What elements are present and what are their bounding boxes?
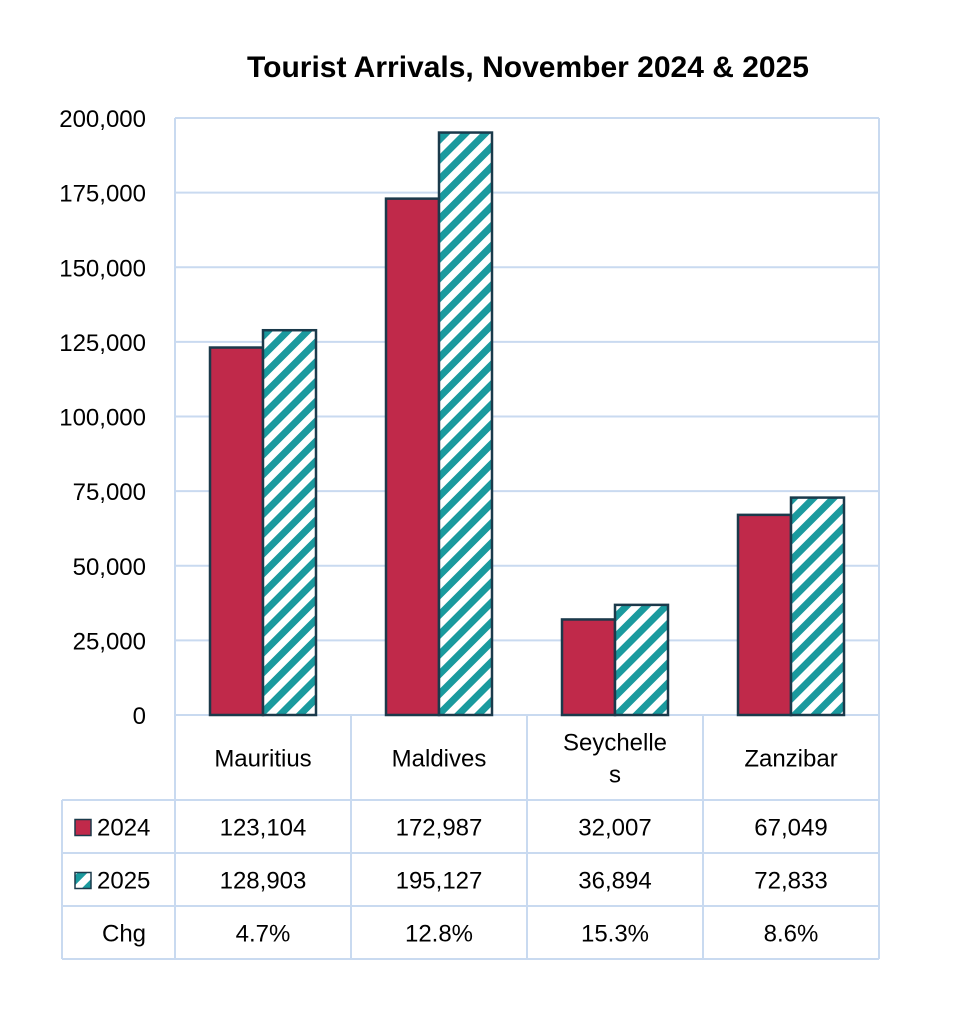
bar-2024-maldives	[384, 197, 441, 717]
category-label: Maldives	[392, 746, 487, 773]
table-cell: 15.3%	[581, 921, 649, 948]
legend-key-2024	[74, 818, 92, 837]
table-cell: 67,049	[754, 815, 827, 842]
y-tick-label: 100,000	[59, 405, 146, 432]
table-cell: 4.7%	[236, 921, 291, 948]
table-cell: 172,987	[396, 815, 483, 842]
table-cell: 12.8%	[405, 921, 473, 948]
bar-2025-maldives	[437, 131, 494, 717]
bar-2025-seychelles	[613, 603, 670, 717]
bar-2024-seychelles	[560, 618, 617, 717]
category-label: Zanzibar	[744, 746, 837, 773]
y-axis-ticks: 0 25,000 50,000 75,000 100,000 125,000 150,000…	[59, 106, 146, 730]
data-table: Mauritius Maldives Seychelle s Zanzibar 2024 1…	[61, 715, 880, 960]
table-cell: 32,007	[578, 815, 651, 842]
bars	[208, 131, 846, 717]
bar-2024-mauritius	[208, 346, 265, 717]
category-label: Mauritius	[214, 746, 311, 773]
row-label-chg: Chg	[102, 921, 146, 948]
y-tick-label: 175,000	[59, 181, 146, 208]
table-cell: 8.6%	[764, 921, 819, 948]
legend-key-2025	[74, 871, 92, 890]
y-tick-label: 125,000	[59, 330, 146, 357]
y-tick-label: 25,000	[73, 628, 146, 655]
table-cell: 195,127	[396, 868, 483, 895]
y-tick-label: 150,000	[59, 255, 146, 282]
y-tick-label: 75,000	[73, 479, 146, 506]
legend-label-2024: 2024	[97, 815, 150, 842]
chart-title: Tourist Arrivals, November 2024 & 2025	[247, 51, 809, 84]
bar-2025-zanzibar	[789, 496, 846, 717]
table-cell: 123,104	[220, 815, 307, 842]
y-tick-label: 50,000	[73, 554, 146, 581]
bar-2025-mauritius	[261, 328, 318, 717]
y-tick-label: 0	[133, 703, 146, 730]
table-cell: 128,903	[220, 868, 307, 895]
category-label: s	[609, 762, 621, 789]
category-label: Seychelle	[563, 730, 667, 757]
bar-2024-zanzibar	[736, 513, 793, 717]
y-tick-label: 200,000	[59, 106, 146, 133]
table-cell: 72,833	[754, 868, 827, 895]
legend-label-2025: 2025	[97, 868, 150, 895]
table-cell: 36,894	[578, 868, 651, 895]
